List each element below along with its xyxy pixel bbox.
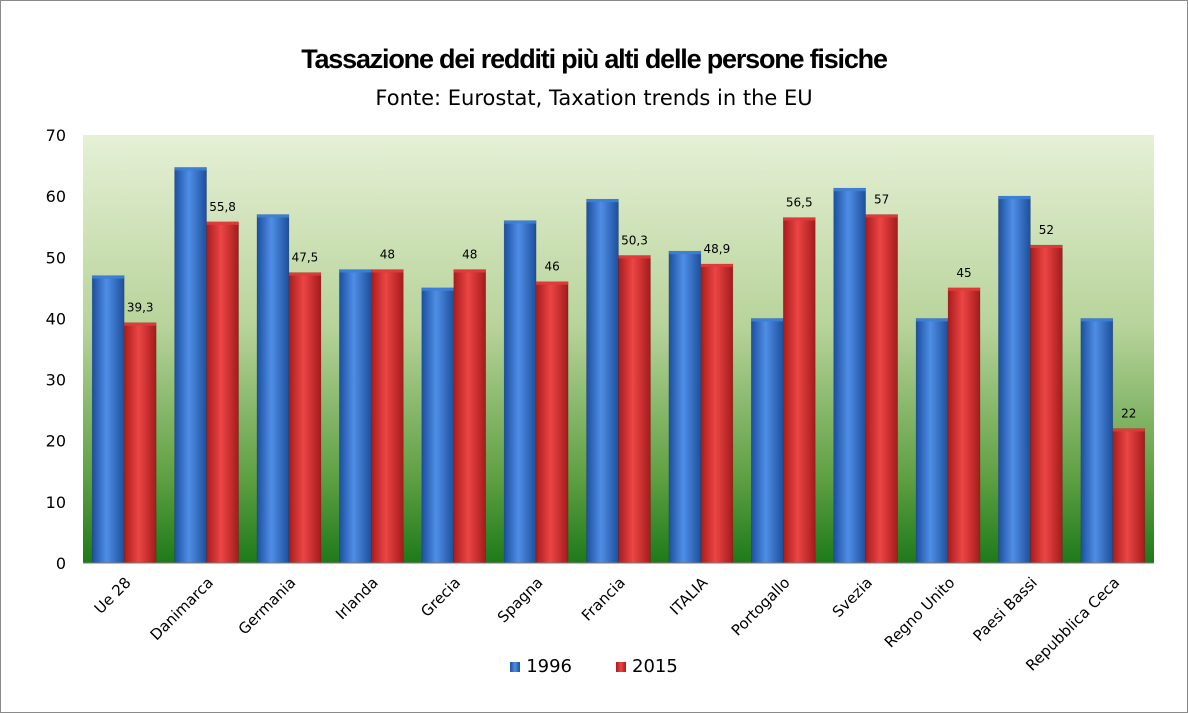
- bar-1996-2: [256, 214, 290, 564]
- bar-cap-2015-4: [453, 269, 486, 273]
- bar-1996-11: [998, 195, 1031, 564]
- x-tick-label-7: ITALIA: [666, 573, 712, 619]
- bar-2015-4: [453, 269, 487, 564]
- bar-cap-2015-10: [948, 287, 981, 291]
- data-label-2015-3: 48: [380, 248, 395, 262]
- bar-cap-2015-6: [618, 255, 651, 259]
- x-tick-label-10: Regno Unito: [881, 574, 959, 652]
- bar-cap-2015-7: [700, 264, 733, 268]
- x-tick-label-6: Francia: [578, 574, 629, 625]
- bar-1996-9: [833, 187, 866, 564]
- y-tick-60: 60: [46, 187, 66, 206]
- legend-item-2015: 2015: [616, 656, 678, 677]
- data-label-2015-2: 47,5: [292, 251, 319, 265]
- bar-cap-1996-10: [916, 318, 949, 322]
- data-label-2015-11: 52: [1039, 223, 1054, 237]
- legend-swatch-2015: [616, 661, 626, 672]
- bar-2015-1: [206, 221, 239, 564]
- bar-cap-1996-0: [92, 275, 125, 279]
- bar-cap-1996-7: [668, 251, 701, 255]
- bars-layer: [91, 167, 1146, 564]
- bar-cap-1996-4: [421, 287, 454, 291]
- bar-cap-1996-5: [504, 220, 537, 224]
- legend-label-1996: 1996: [526, 656, 572, 677]
- bar-2015-9: [865, 214, 898, 564]
- bar-1996-0: [91, 275, 125, 564]
- bar-1996-10: [915, 318, 949, 564]
- bar-cap-2015-11: [1030, 245, 1063, 249]
- data-label-2015-7: 48,9: [704, 242, 731, 256]
- data-label-2015-8: 56,5: [786, 196, 813, 210]
- bar-cap-2015-9: [865, 214, 898, 218]
- bar-1996-4: [421, 287, 455, 564]
- data-label-2015-4: 48: [462, 248, 477, 262]
- bar-1996-3: [339, 269, 372, 564]
- chart-title: Tassazione dei redditi più alti delle pe…: [301, 44, 888, 74]
- y-tick-30: 30: [46, 371, 66, 390]
- chart-subtitle: Fonte: Eurostat, Taxation trends in the …: [375, 86, 813, 110]
- x-tick-label-0: Ue 28: [91, 574, 135, 618]
- bar-1996-8: [750, 318, 784, 564]
- bar-cap-2015-12: [1112, 428, 1145, 432]
- y-tick-70: 70: [46, 126, 66, 145]
- bar-1996-6: [586, 198, 619, 564]
- bar-cap-2015-3: [371, 269, 404, 273]
- y-axis: 0 10 20 30 40 50 60 70: [46, 126, 66, 573]
- data-label-2015-6: 50,3: [621, 233, 648, 247]
- x-tick-label-9: Svezia: [829, 574, 876, 621]
- legend-label-2015: 2015: [632, 656, 678, 677]
- x-tick-label-4: Grecia: [417, 574, 464, 621]
- bar-cap-2015-1: [206, 221, 239, 225]
- data-label-2015-10: 45: [956, 266, 971, 280]
- bar-cap-1996-8: [751, 318, 784, 322]
- bar-2015-0: [123, 322, 157, 564]
- x-tick-label-2: Germania: [235, 574, 300, 639]
- bar-2015-7: [700, 263, 734, 564]
- data-label-2015-9: 57: [874, 192, 889, 206]
- x-tick-label-3: Irlanda: [332, 574, 382, 624]
- bar-2015-11: [1030, 244, 1063, 564]
- bar-2015-8: [782, 217, 816, 564]
- bar-cap-2015-5: [536, 281, 569, 285]
- y-tick-20: 20: [46, 432, 66, 451]
- bar-cap-1996-1: [174, 167, 207, 171]
- bar-cap-1996-9: [833, 188, 866, 192]
- data-label-2015-5: 46: [544, 260, 559, 274]
- bar-cap-1996-11: [998, 196, 1031, 200]
- bar-2015-3: [371, 269, 404, 564]
- legend-item-1996: 1996: [510, 656, 572, 677]
- x-tick-label-5: Spagna: [494, 574, 547, 627]
- bar-cap-2015-8: [783, 217, 816, 221]
- data-label-2015-12: 22: [1121, 406, 1136, 420]
- bar-1996-12: [1080, 318, 1114, 564]
- bar-cap-2015-2: [288, 272, 321, 276]
- bar-cap-1996-3: [339, 269, 372, 273]
- y-tick-50: 50: [46, 248, 66, 267]
- data-label-2015-1: 55,8: [209, 200, 236, 214]
- bar-1996-5: [503, 220, 537, 564]
- x-tick-label-1: Danimarca: [147, 574, 217, 644]
- bar-2015-5: [535, 281, 569, 564]
- bar-2015-6: [618, 255, 651, 564]
- bar-1996-1: [174, 167, 207, 564]
- legend-swatch-1996: [510, 661, 521, 672]
- y-tick-0: 0: [56, 554, 66, 573]
- x-tick-label-8: Portogallo: [728, 574, 794, 640]
- bar-1996-7: [668, 250, 702, 564]
- bar-2015-10: [947, 287, 981, 564]
- x-tick-label-11: Paesi Bassi: [969, 574, 1040, 645]
- data-label-2015-0: 39,3: [127, 301, 154, 315]
- bar-cap-2015-0: [124, 322, 157, 326]
- y-tick-10: 10: [46, 493, 66, 512]
- bar-cap-1996-2: [256, 214, 289, 218]
- bar-2015-12: [1112, 428, 1146, 564]
- y-tick-40: 40: [46, 309, 66, 328]
- legend: 1996 2015: [0, 656, 1188, 677]
- bar-cap-1996-12: [1080, 318, 1113, 322]
- data-labels: 39,3 55,8 47,5 48 48 46 50,3 48,9 56,5 57 45 52 22: [127, 192, 1137, 420]
- bar-cap-1996-6: [586, 199, 619, 203]
- bar-2015-2: [288, 272, 322, 564]
